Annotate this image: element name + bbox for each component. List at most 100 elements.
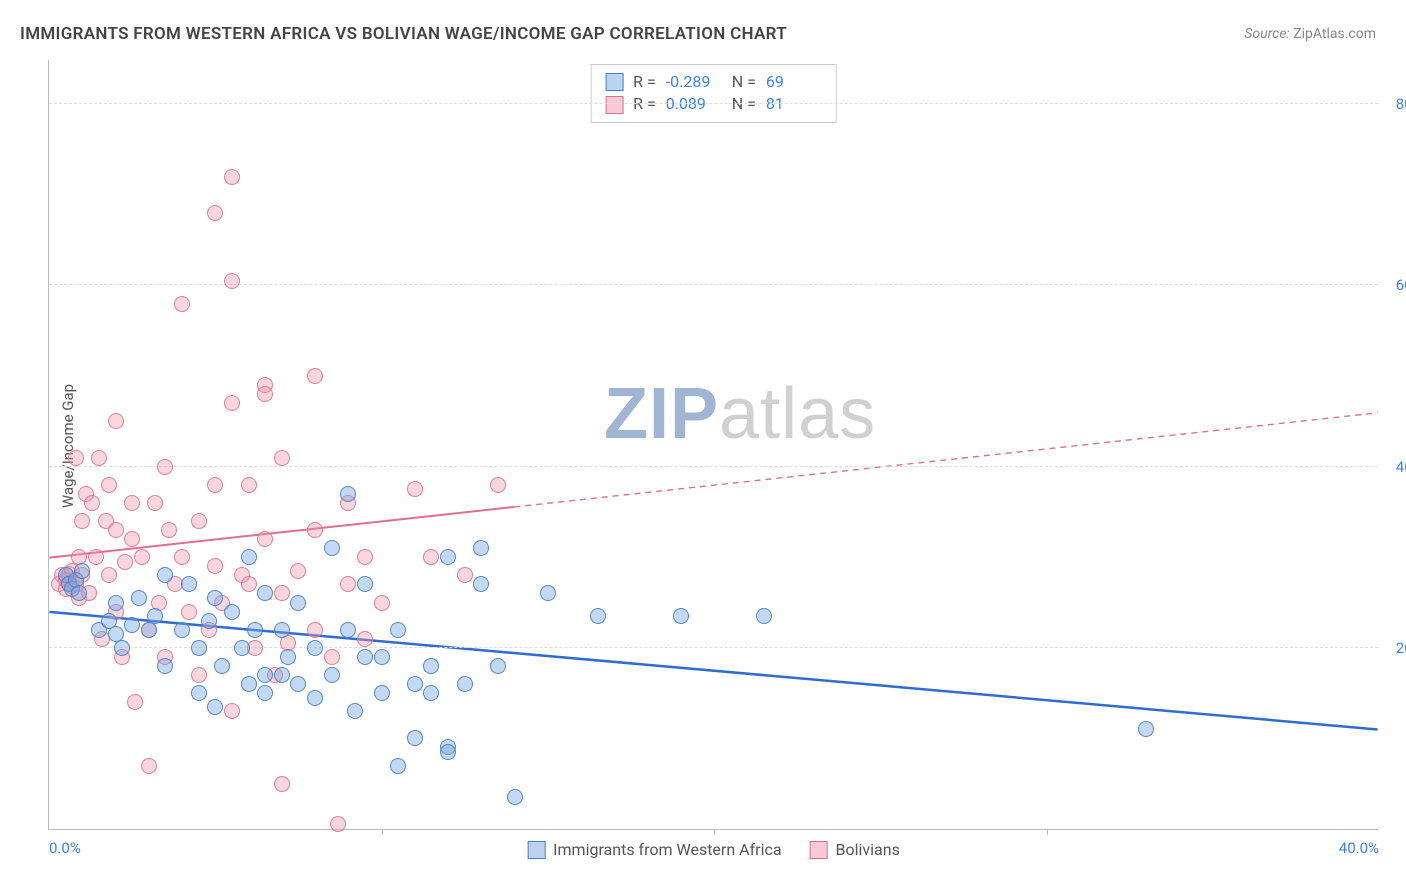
scatter-point-bolivian [191, 513, 207, 529]
scatter-point-wafrica [207, 590, 223, 606]
swatch-blue-icon [605, 73, 623, 91]
trendline-extrapolated-bolivian [514, 413, 1377, 507]
scatter-point-wafrica [257, 585, 273, 601]
scatter-point-wafrica [241, 549, 257, 565]
scatter-point-bolivian [181, 604, 197, 620]
y-tick-label: 20.0% [1396, 639, 1406, 657]
scatter-point-bolivian [324, 649, 340, 665]
scatter-point-bolivian [357, 631, 373, 647]
watermark: ZIPatlas [604, 373, 876, 455]
scatter-point-wafrica [108, 595, 124, 611]
scatter-point-wafrica [131, 590, 147, 606]
scatter-point-wafrica [234, 640, 250, 656]
scatter-point-wafrica [307, 640, 323, 656]
scatter-point-wafrica [280, 649, 296, 665]
correlation-stats-box: R = -0.289 N = 69 R = 0.089 N = 81 [590, 64, 837, 123]
scatter-point-wafrica [423, 685, 439, 701]
scatter-point-bolivian [274, 450, 290, 466]
source-attribution: Source: ZipAtlas.com [1244, 26, 1376, 42]
scatter-point-wafrica [274, 667, 290, 683]
stats-n-value-wafrica: 69 [766, 71, 822, 93]
legend-item-bolivian: Bolivians [810, 840, 900, 859]
scatter-point-wafrica [440, 549, 456, 565]
stats-n-label: N = [732, 93, 756, 115]
legend-item-wafrica: Immigrants from Western Africa [527, 840, 781, 859]
scatter-point-bolivian [224, 703, 240, 719]
scatter-point-wafrica [257, 685, 273, 701]
scatter-point-wafrica [473, 576, 489, 592]
scatter-point-wafrica [74, 563, 90, 579]
scatter-point-wafrica [201, 613, 217, 629]
scatter-point-bolivian [307, 622, 323, 638]
stats-n-label: N = [732, 71, 756, 93]
scatter-point-bolivian [330, 816, 346, 832]
scatter-point-bolivian [91, 450, 107, 466]
legend: Immigrants from Western Africa Bolivians [527, 840, 900, 859]
scatter-point-bolivian [124, 495, 140, 511]
scatter-point-bolivian [274, 585, 290, 601]
scatter-point-bolivian [127, 694, 143, 710]
scatter-point-bolivian [147, 495, 163, 511]
scatter-point-wafrica [290, 676, 306, 692]
scatter-point-bolivian [141, 758, 157, 774]
scatter-point-wafrica [247, 622, 263, 638]
scatter-point-wafrica [357, 649, 373, 665]
scatter-point-wafrica [324, 667, 340, 683]
scatter-point-bolivian [490, 477, 506, 493]
scatter-point-wafrica [214, 658, 230, 674]
scatter-point-bolivian [241, 477, 257, 493]
x-tick-mark [382, 829, 383, 835]
source-value: ZipAtlas.com [1293, 26, 1376, 42]
scatter-point-bolivian [108, 522, 124, 538]
scatter-point-bolivian [224, 395, 240, 411]
scatter-point-wafrica [407, 730, 423, 746]
scatter-point-wafrica [191, 640, 207, 656]
scatter-point-bolivian [124, 531, 140, 547]
y-gridline [49, 466, 1378, 467]
stats-r-label: R = [633, 93, 656, 115]
scatter-point-wafrica [324, 540, 340, 556]
y-gridline [49, 103, 1378, 104]
scatter-point-wafrica [457, 676, 473, 692]
scatter-point-bolivian [374, 595, 390, 611]
scatter-point-wafrica [147, 608, 163, 624]
source-label: Source: [1244, 26, 1293, 42]
scatter-point-wafrica [507, 789, 523, 805]
scatter-point-bolivian [307, 368, 323, 384]
scatter-point-bolivian [207, 477, 223, 493]
y-tick-label: 80.0% [1396, 95, 1406, 113]
stats-r-value-bolivian: 0.089 [666, 93, 722, 115]
scatter-point-wafrica [390, 622, 406, 638]
y-tick-label: 60.0% [1396, 276, 1406, 294]
scatter-point-wafrica [157, 567, 173, 583]
plot-area: ZIPatlas R = -0.289 N = 69 R = 0.089 N =… [48, 60, 1378, 830]
scatter-point-bolivian [340, 576, 356, 592]
scatter-point-wafrica [124, 617, 140, 633]
scatter-point-wafrica [290, 595, 306, 611]
scatter-point-bolivian [274, 776, 290, 792]
scatter-point-wafrica [590, 608, 606, 624]
scatter-point-bolivian [423, 549, 439, 565]
scatter-point-bolivian [307, 522, 323, 538]
scatter-point-wafrica [756, 608, 772, 624]
scatter-point-wafrica [71, 585, 87, 601]
scatter-point-wafrica [224, 604, 240, 620]
scatter-point-wafrica [374, 685, 390, 701]
scatter-point-bolivian [224, 169, 240, 185]
scatter-point-bolivian [134, 549, 150, 565]
scatter-point-bolivian [84, 495, 100, 511]
scatter-point-bolivian [161, 522, 177, 538]
scatter-point-wafrica [157, 658, 173, 674]
x-tick-mark [1047, 829, 1048, 835]
scatter-point-wafrica [274, 622, 290, 638]
scatter-point-wafrica [440, 744, 456, 760]
scatter-point-wafrica [490, 658, 506, 674]
scatter-point-wafrica [307, 690, 323, 706]
stats-row-wafrica: R = -0.289 N = 69 [605, 71, 822, 93]
scatter-point-bolivian [174, 296, 190, 312]
scatter-point-bolivian [207, 205, 223, 221]
scatter-point-bolivian [241, 576, 257, 592]
scatter-point-wafrica [347, 703, 363, 719]
scatter-point-wafrica [1138, 721, 1154, 737]
scatter-point-bolivian [74, 513, 90, 529]
